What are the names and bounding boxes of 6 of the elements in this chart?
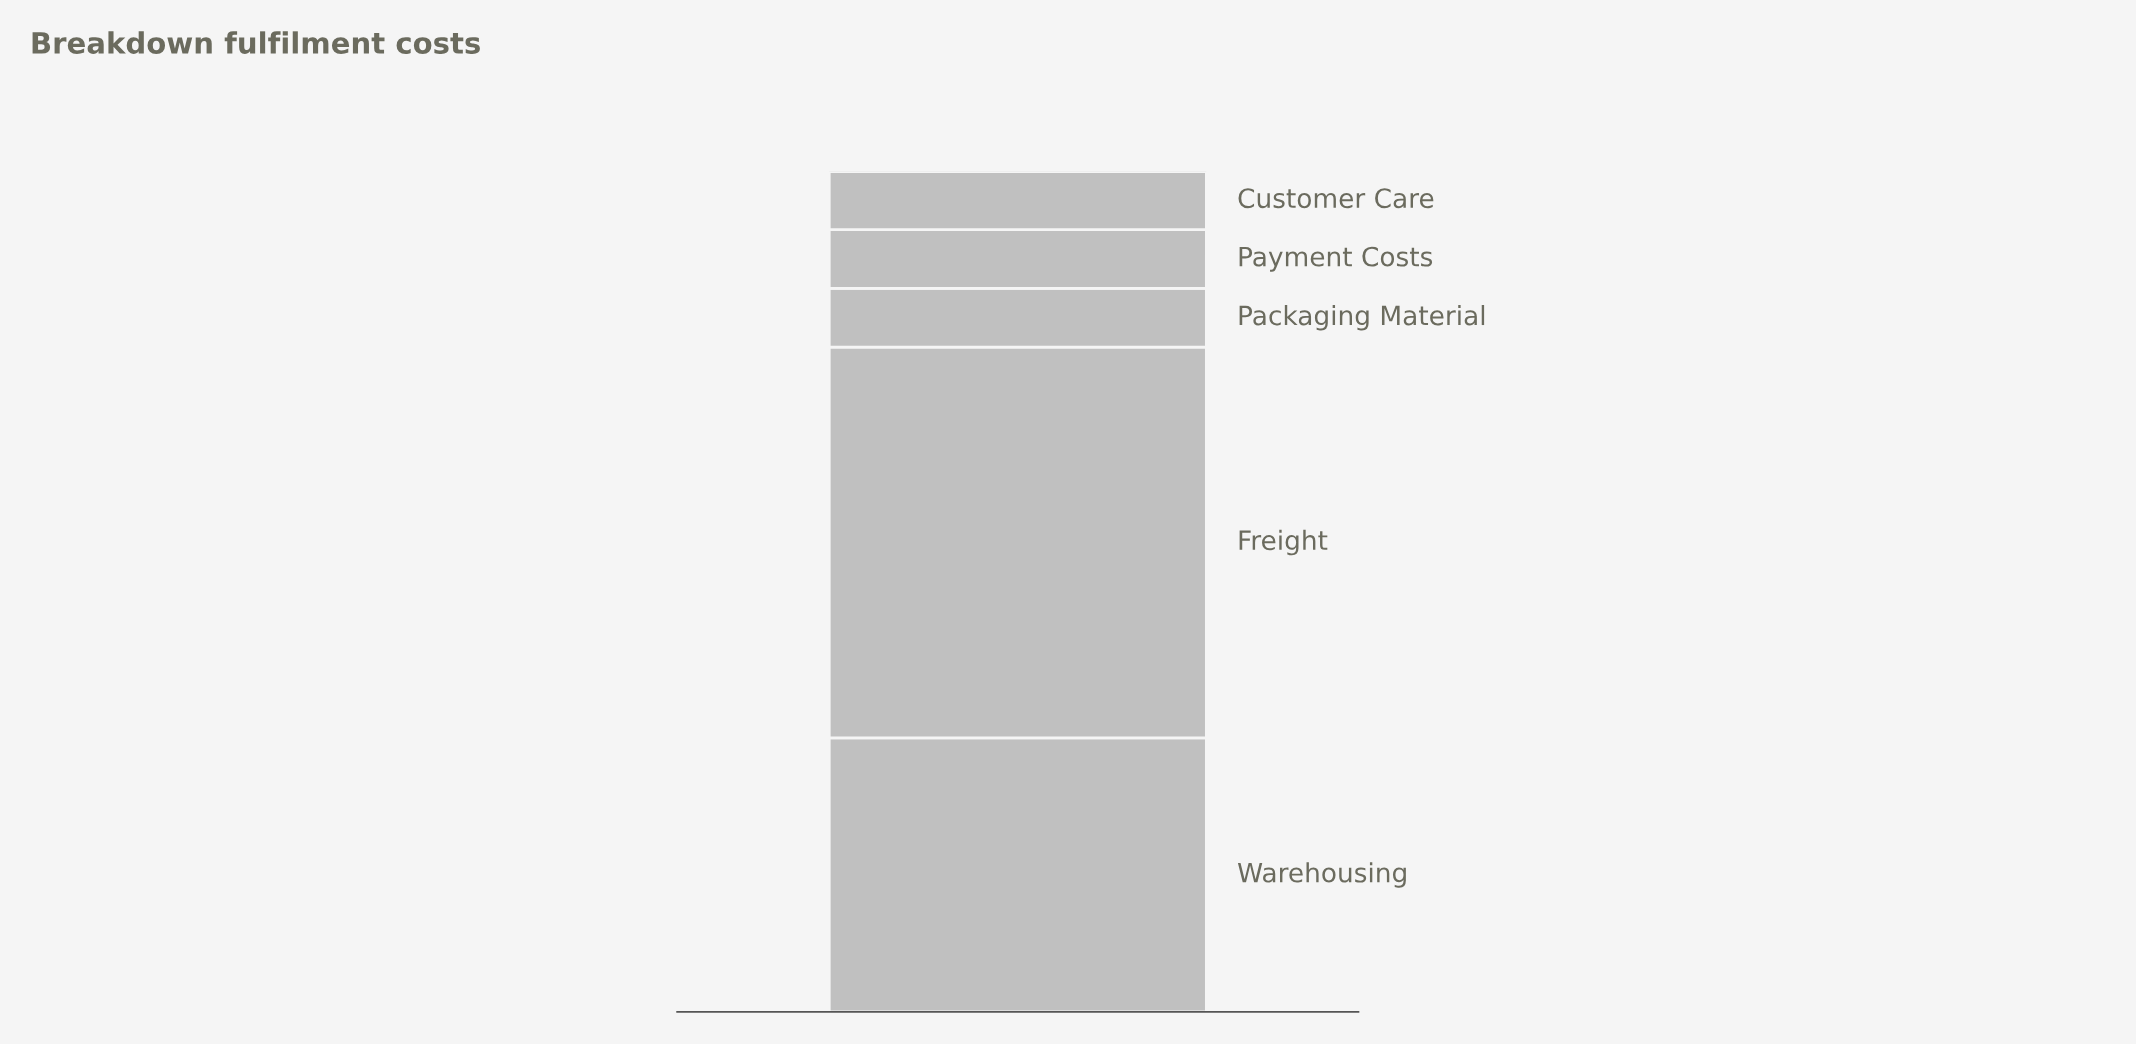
series-label: Warehousing bbox=[1237, 862, 1406, 888]
series-label: Packaging Material bbox=[1239, 304, 1485, 331]
text: Breakdown fulfilment costs bbox=[32, 31, 480, 54]
series-label: Customer Care bbox=[1238, 188, 1434, 209]
series-label: Freight bbox=[1239, 529, 1328, 556]
series-label: Payment Costs bbox=[1239, 246, 1433, 272]
